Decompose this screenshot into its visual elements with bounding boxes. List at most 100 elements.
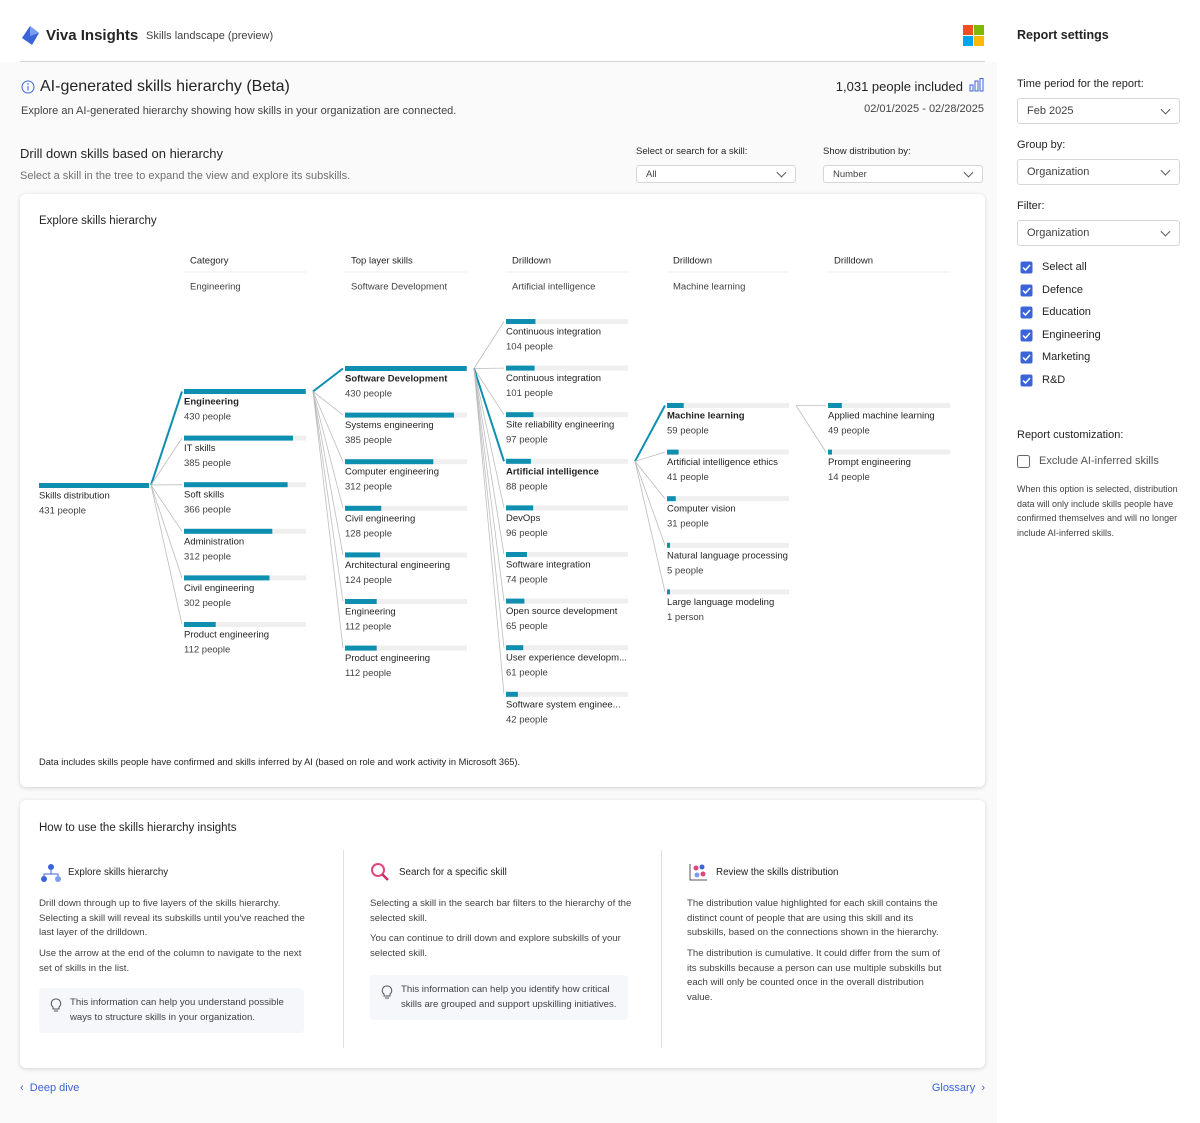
next-link-text[interactable]: Glossary [931, 1082, 976, 1094]
checkbox[interactable] [1017, 455, 1030, 468]
back-link[interactable]: ‹ Deep dive [20, 1082, 80, 1094]
tree-node[interactable]: Software system enginee... 42 people [506, 691, 628, 726]
tree-node[interactable]: Continuous integration 104 people [506, 319, 628, 353]
tree-node[interactable]: Administration 312 people [184, 528, 306, 563]
connector [473, 368, 505, 602]
chart-icon[interactable] [969, 78, 985, 92]
tree-node[interactable]: Computer vision 31 people [667, 496, 789, 530]
checkbox[interactable] [1020, 261, 1033, 274]
tree-node[interactable]: Large language modeling 1 person [667, 589, 789, 623]
checkmark [1022, 354, 1031, 362]
checkbox[interactable] [1020, 329, 1033, 342]
app-name: Viva Insights [46, 27, 139, 44]
node-name: Computer engineering [345, 467, 439, 478]
tree-node[interactable]: Skills distribution 431 people [39, 483, 149, 517]
tree-node[interactable]: Architectural engineering 124 people [345, 552, 467, 586]
checkbox[interactable] [1020, 306, 1033, 319]
connector [634, 461, 666, 499]
bar-track [828, 449, 950, 455]
tree-node[interactable]: IT skills 385 people [184, 435, 306, 470]
node-people: 128 people [345, 528, 392, 539]
tree-node[interactable]: Open source development 65 people [506, 598, 628, 633]
filter-option[interactable]: R&D [1042, 374, 1066, 386]
time-period-select[interactable]: Feb 2025 [1017, 98, 1180, 124]
bar-track [667, 403, 789, 408]
tree-node[interactable]: Prompt engineering 14 people [828, 449, 950, 484]
hierarchy-title: Explore skills hierarchy [39, 215, 157, 227]
node-name: Software Development [345, 374, 448, 385]
bar-track [667, 449, 789, 455]
section-heading: Explore skills hierarchy [68, 867, 169, 878]
bar-track [828, 403, 950, 408]
tree-node[interactable]: Site reliability engineering 97 people [506, 412, 628, 446]
checkbox[interactable] [1020, 374, 1033, 387]
tip-box: This information can help you understand… [39, 988, 304, 1034]
checkbox-fill [1020, 351, 1033, 364]
tree-node[interactable]: Engineering 112 people [345, 599, 467, 633]
tree-node[interactable]: Product engineering 112 people [184, 622, 306, 656]
filter-select[interactable]: Organization [1017, 220, 1180, 246]
distribution-select[interactable]: Number [823, 165, 983, 183]
checkmark [1022, 332, 1031, 339]
node-name: Large language modeling [667, 597, 774, 608]
lightbulb [381, 985, 393, 999]
connector [312, 391, 344, 462]
node-name: Engineering [184, 397, 239, 408]
search-label: Select or search for a skill: [636, 146, 748, 157]
group-by-select[interactable]: Organization [1017, 159, 1180, 185]
tree-node[interactable]: Systems engineering 385 people [345, 412, 467, 447]
tree-node[interactable]: Software integration 74 people [506, 552, 628, 586]
customization-option[interactable]: Exclude AI-inferred skills [1039, 455, 1159, 467]
tree-node[interactable]: Natural language processing 5 people [667, 542, 789, 577]
node-people: 97 people [506, 435, 548, 446]
bar-track [184, 622, 306, 627]
tree-node[interactable]: DevOps 96 people [506, 505, 628, 539]
connector [473, 321, 505, 369]
tree-node[interactable]: Computer engineering 312 people [345, 459, 467, 493]
tree-node[interactable]: Artificial intelligence 88 people [506, 458, 628, 493]
back-link-text[interactable]: Deep dive [29, 1082, 80, 1094]
node-people: 112 people [345, 668, 391, 679]
node-name: Systems engineering [345, 420, 434, 431]
tree-node[interactable]: Software Development 430 people [345, 366, 467, 400]
bar [667, 542, 670, 548]
bar-track [506, 458, 628, 464]
filter-option[interactable]: Defence [1042, 283, 1083, 296]
node-people: 112 people [345, 622, 391, 633]
checkmark [1022, 287, 1031, 294]
next-link[interactable]: Glossary › [931, 1082, 985, 1094]
bar [39, 483, 149, 488]
node-name: Continuous integration [506, 327, 601, 338]
tree-node[interactable]: Civil engineering 128 people [345, 505, 467, 540]
checkbox[interactable] [1020, 284, 1033, 297]
filter-option[interactable]: Marketing [1042, 351, 1091, 364]
bar-track [506, 691, 628, 697]
filter-option[interactable]: Select all [1042, 261, 1087, 273]
info-icon[interactable] [21, 80, 35, 94]
tree-node[interactable]: Continuous integration 101 people [506, 365, 628, 400]
bar [184, 575, 270, 581]
filter-option[interactable]: Engineering [1042, 328, 1101, 341]
tree-node[interactable]: User experience developm... 61 people [506, 645, 628, 679]
section-heading: Search for a specific skill [399, 867, 507, 878]
tree-node[interactable]: Soft skills 366 people [184, 482, 306, 516]
tree-node[interactable]: Civil engineering 302 people [184, 575, 306, 609]
node-people: 302 people [184, 598, 231, 609]
customization-note: When this option is selected, distributi… [1017, 484, 1178, 538]
connector [312, 391, 344, 649]
checkbox[interactable] [1020, 351, 1033, 364]
tree-node[interactable]: Product engineering 112 people [345, 645, 467, 680]
tree-node[interactable]: Applied machine learning 49 people [828, 403, 950, 437]
filter-option[interactable]: Education [1042, 306, 1091, 319]
tree-node[interactable]: Artificial intelligence ethics 41 people [667, 449, 789, 484]
checkmark [1022, 264, 1031, 272]
skill-search[interactable]: All [636, 165, 796, 183]
bar [506, 552, 527, 557]
howto-card: How to use the skills hierarchy insights… [20, 800, 985, 1068]
connector-selected [150, 391, 183, 486]
hierarchy-note: Data includes skills people have confirm… [39, 757, 521, 767]
tree-node[interactable]: Machine learning 59 people [667, 403, 789, 437]
tree-node[interactable]: Engineering 430 people [184, 389, 306, 423]
bar [828, 403, 842, 408]
node-people: 430 people [184, 412, 231, 423]
